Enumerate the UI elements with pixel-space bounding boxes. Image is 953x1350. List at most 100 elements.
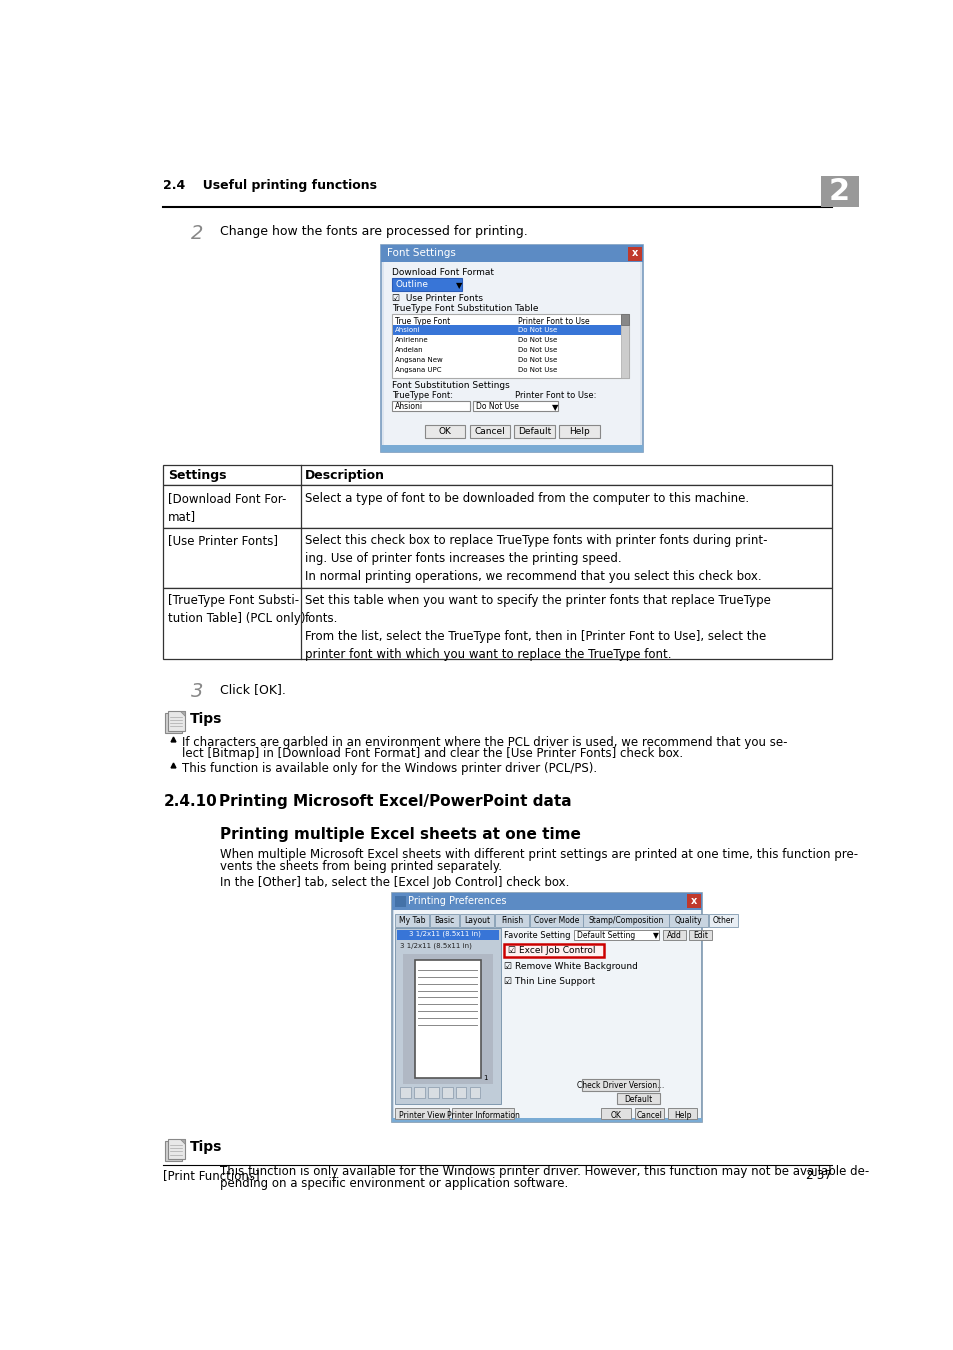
Bar xyxy=(393,325,620,335)
Bar xyxy=(165,713,182,733)
Bar xyxy=(392,1118,701,1122)
Bar xyxy=(634,1108,663,1119)
Bar xyxy=(163,587,831,659)
Text: Description: Description xyxy=(305,470,385,482)
Bar xyxy=(661,930,685,941)
Bar xyxy=(392,315,629,378)
Text: Font Substitution Settings: Font Substitution Settings xyxy=(392,382,509,390)
Bar xyxy=(627,247,641,261)
Text: Printer Information: Printer Information xyxy=(447,1111,519,1119)
Text: When multiple Microsoft Excel sheets with different print settings are printed a: When multiple Microsoft Excel sheets wit… xyxy=(220,848,858,861)
Bar xyxy=(530,914,582,926)
Polygon shape xyxy=(180,711,185,716)
Text: Set this table when you want to specify the printer fonts that replace TrueType
: Set this table when you want to specify … xyxy=(305,594,770,662)
Bar xyxy=(620,315,629,325)
Text: 1: 1 xyxy=(483,1075,488,1080)
Bar xyxy=(581,1079,659,1091)
Text: x: x xyxy=(631,248,638,258)
Bar xyxy=(165,1141,182,1161)
Text: Angsana New: Angsana New xyxy=(395,356,442,363)
Text: 3 1/2x11 (8.5x11 in): 3 1/2x11 (8.5x11 in) xyxy=(409,930,480,937)
Polygon shape xyxy=(180,1139,185,1143)
Bar xyxy=(452,1108,514,1119)
Bar xyxy=(459,914,494,926)
Bar xyxy=(820,176,858,207)
Bar xyxy=(620,315,629,378)
Bar xyxy=(414,1087,424,1098)
Bar xyxy=(688,930,711,941)
Text: Do Not Use: Do Not Use xyxy=(517,327,558,333)
Text: Favorite Setting: Favorite Setting xyxy=(504,931,570,940)
Text: Ahsioni: Ahsioni xyxy=(395,402,423,412)
Text: 2-37: 2-37 xyxy=(804,1169,831,1183)
Text: ☑ Thin Line Support: ☑ Thin Line Support xyxy=(504,977,595,987)
Text: Select a type of font to be downloaded from the computer to this machine.: Select a type of font to be downloaded f… xyxy=(305,491,749,505)
Bar xyxy=(430,914,459,926)
Text: Quality: Quality xyxy=(675,915,702,925)
Text: Tips: Tips xyxy=(190,711,222,726)
Bar xyxy=(381,246,642,262)
Bar xyxy=(708,914,738,926)
Text: In the [Other] tab, select the [Excel Job Control] check box.: In the [Other] tab, select the [Excel Jo… xyxy=(220,876,569,888)
Bar xyxy=(396,930,498,941)
Text: TrueType Font:: TrueType Font: xyxy=(392,392,453,401)
Bar xyxy=(395,1108,449,1119)
Text: 2.4    Useful printing functions: 2.4 Useful printing functions xyxy=(163,180,377,192)
Text: Ahsioni: Ahsioni xyxy=(395,327,420,333)
Text: Help: Help xyxy=(673,1111,691,1119)
Text: TrueType Font Substitution Table: TrueType Font Substitution Table xyxy=(392,305,538,313)
Text: Do Not Use: Do Not Use xyxy=(517,356,558,363)
Text: 3: 3 xyxy=(191,682,203,701)
Bar xyxy=(395,929,500,1104)
Text: 3 1/2x11 (8.5x11 in): 3 1/2x11 (8.5x11 in) xyxy=(399,942,471,949)
Text: OK: OK xyxy=(610,1111,620,1119)
Text: Angsana UPC: Angsana UPC xyxy=(395,367,441,373)
Text: 2.4.10: 2.4.10 xyxy=(163,794,217,809)
Bar xyxy=(617,1094,659,1104)
Text: Default: Default xyxy=(623,1095,652,1104)
Text: Tips: Tips xyxy=(190,1139,222,1154)
Text: Do Not Use: Do Not Use xyxy=(517,347,558,352)
Bar xyxy=(469,425,509,439)
Text: ▼: ▼ xyxy=(456,281,462,290)
Text: Select this check box to replace TrueType fonts with printer fonts during print-: Select this check box to replace TrueTyp… xyxy=(305,533,767,583)
Bar xyxy=(163,464,831,486)
Text: Change how the fonts are processed for printing.: Change how the fonts are processed for p… xyxy=(220,225,527,238)
Text: Stamp/Composition: Stamp/Composition xyxy=(588,915,663,925)
Text: [Use Printer Fonts]: [Use Printer Fonts] xyxy=(168,533,277,547)
Bar xyxy=(384,262,639,448)
Text: Add: Add xyxy=(666,931,680,940)
Text: [TrueType Font Substi-
tution Table] (PCL only): [TrueType Font Substi- tution Table] (PC… xyxy=(168,594,305,625)
Text: Default Setting: Default Setting xyxy=(577,931,635,940)
Bar xyxy=(424,425,464,439)
Bar xyxy=(163,528,831,587)
Text: If characters are garbled in an environment where the PCL driver is used, we rec: If characters are garbled in an environm… xyxy=(182,736,786,749)
Text: Printer View: Printer View xyxy=(398,1111,445,1119)
Text: True Type Font: True Type Font xyxy=(395,317,450,325)
Bar xyxy=(574,930,659,941)
Bar xyxy=(381,246,642,451)
Bar xyxy=(514,425,555,439)
Bar xyxy=(163,486,831,528)
Text: Do Not Use: Do Not Use xyxy=(476,402,518,412)
Text: Settings: Settings xyxy=(168,470,227,482)
Bar xyxy=(395,896,406,907)
Text: Cancel: Cancel xyxy=(636,1111,661,1119)
Bar xyxy=(395,914,429,926)
Text: Cancel: Cancel xyxy=(474,427,504,436)
Text: Printing Microsoft Excel/PowerPoint data: Printing Microsoft Excel/PowerPoint data xyxy=(219,794,571,809)
Bar xyxy=(469,1087,480,1098)
Bar xyxy=(456,1087,466,1098)
Bar xyxy=(686,894,700,909)
Text: This function is available only for the Windows printer driver (PCL/PS).: This function is available only for the … xyxy=(182,761,597,775)
Bar xyxy=(667,1108,697,1119)
Text: Edit: Edit xyxy=(692,931,707,940)
Bar xyxy=(600,1108,630,1119)
Text: ▼: ▼ xyxy=(551,404,558,412)
Text: lect [Bitmap] in [Download Font Format] and clear the [Use Printer Fonts] check : lect [Bitmap] in [Download Font Format] … xyxy=(182,747,682,760)
Text: [Print Functions]: [Print Functions] xyxy=(163,1169,260,1183)
Text: 2: 2 xyxy=(828,177,849,207)
Text: Andelan: Andelan xyxy=(395,347,423,352)
Text: Other: Other xyxy=(712,915,734,925)
Bar xyxy=(495,914,529,926)
